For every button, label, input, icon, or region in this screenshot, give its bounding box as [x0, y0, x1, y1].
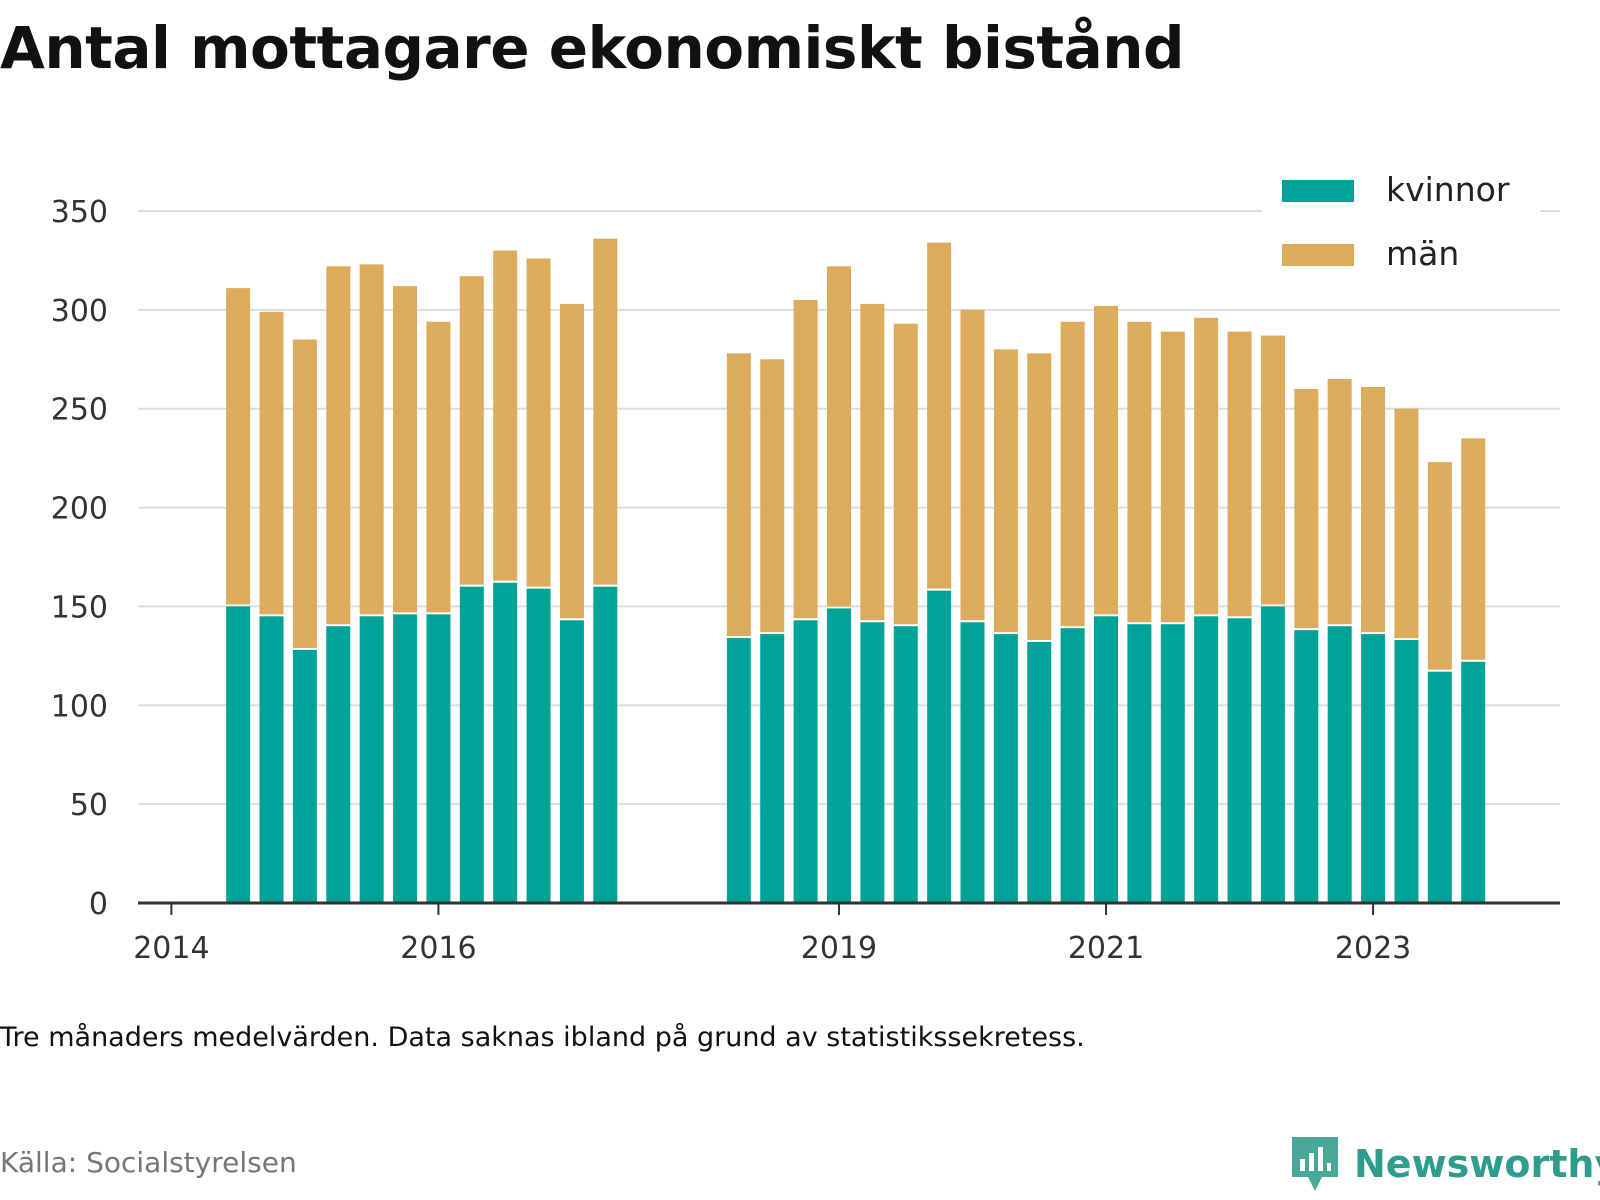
bar-man [359, 264, 384, 615]
legend-label: män [1386, 234, 1459, 273]
bar-kvinnor [1394, 640, 1419, 903]
bar-kvinnor [393, 614, 418, 903]
bar-man [1327, 379, 1352, 625]
y-tick-label: 0 [89, 887, 108, 922]
bar-kvinnor [493, 582, 518, 903]
bar-kvinnor [760, 634, 785, 903]
y-tick-label: 250 [51, 393, 108, 428]
bar-kvinnor [426, 614, 451, 903]
y-axis-tick-labels: 0 50 100 150 200 250 300 350 [51, 195, 108, 922]
bar-kvinnor [960, 622, 985, 903]
legend-label: kvinnor [1386, 170, 1510, 209]
legend-swatch [1282, 244, 1354, 266]
chart-title: Antal mottagare ekonomiskt bistånd [0, 14, 1185, 82]
bar-man [1027, 353, 1052, 641]
bar-man [760, 359, 785, 633]
bar-kvinnor [1260, 606, 1285, 903]
x-tick-label: 2023 [1335, 931, 1411, 966]
bar-man [526, 258, 551, 587]
bar-kvinnor [826, 608, 851, 903]
bar-kvinnor [993, 634, 1018, 903]
x-tick-label: 2021 [1068, 931, 1144, 966]
bar-kvinnor [893, 626, 918, 903]
bar-man [793, 299, 818, 619]
bar-kvinnor [292, 649, 317, 903]
bar-man [1094, 305, 1119, 615]
bar-man [1227, 331, 1252, 617]
bar-kvinnor [1094, 616, 1119, 903]
bar-man [1461, 438, 1486, 660]
bar-kvinnor [1160, 624, 1185, 903]
bar-man [226, 288, 251, 605]
bar-kvinnor [1427, 671, 1452, 903]
bar-kvinnor [726, 638, 751, 903]
bars [226, 238, 1486, 903]
bar-kvinnor [1327, 626, 1352, 903]
bar-man [459, 276, 484, 585]
bar-kvinnor [1127, 624, 1152, 903]
bar-man [426, 321, 451, 613]
bar-kvinnor [1461, 661, 1486, 903]
brand-logo: Newsworthy [1288, 1133, 1600, 1195]
bar-kvinnor [593, 586, 618, 903]
x-axis: 2014 2016 2019 2021 2023 [133, 901, 1560, 966]
legend-swatch [1282, 180, 1354, 202]
y-tick-label: 350 [51, 195, 108, 230]
bar-kvinnor [1027, 642, 1052, 903]
bar-man [960, 309, 985, 621]
bar-man [1194, 317, 1219, 615]
bar-man [860, 303, 885, 621]
brand-name: Newsworthy [1354, 1142, 1600, 1186]
bar-man [826, 266, 851, 607]
x-tick-label: 2016 [400, 931, 476, 966]
bar-man [326, 266, 351, 625]
x-tick-label: 2014 [133, 931, 209, 966]
bar-kvinnor [860, 622, 885, 903]
bar-kvinnor [1194, 616, 1219, 903]
bar-man [1294, 388, 1319, 629]
bar-man [393, 286, 418, 613]
bar-man [1427, 462, 1452, 670]
bar-man [259, 311, 284, 615]
y-tick-label: 200 [51, 492, 108, 527]
bar-man [559, 303, 584, 619]
bar-man [1127, 321, 1152, 623]
source-credit: Källa: Socialstyrelsen [0, 1146, 297, 1179]
bar-man [726, 353, 751, 637]
bar-man [1361, 386, 1386, 633]
x-tick-label: 2019 [801, 931, 877, 966]
bar-man [993, 349, 1018, 633]
bar-kvinnor [1227, 618, 1252, 903]
bar-man [927, 242, 952, 589]
bar-kvinnor [259, 616, 284, 903]
y-tick-label: 50 [70, 788, 108, 823]
y-tick-label: 150 [51, 590, 108, 625]
bar-kvinnor [226, 606, 251, 903]
newsworthy-logo-icon [1292, 1137, 1338, 1191]
bar-kvinnor [326, 626, 351, 903]
bar-kvinnor [1294, 630, 1319, 903]
legend: kvinnor män [1262, 164, 1540, 280]
bar-man [292, 339, 317, 648]
bar-kvinnor [793, 620, 818, 903]
bar-man [893, 323, 918, 625]
bar-man [1060, 321, 1085, 627]
bar-kvinnor [1060, 628, 1085, 903]
y-tick-label: 100 [51, 689, 108, 724]
bar-man [1160, 331, 1185, 623]
bar-kvinnor [927, 590, 952, 903]
chart-note: Tre månaders medelvärden. Data saknas ib… [0, 1022, 1085, 1053]
bar-kvinnor [1361, 634, 1386, 903]
bar-kvinnor [526, 588, 551, 903]
y-tick-label: 300 [51, 294, 108, 329]
bar-man [1394, 408, 1419, 639]
bar-kvinnor [359, 616, 384, 903]
bar-kvinnor [559, 620, 584, 903]
bar-man [1260, 335, 1285, 605]
bar-kvinnor [459, 586, 484, 903]
bar-man [593, 238, 618, 585]
bar-man [493, 250, 518, 581]
